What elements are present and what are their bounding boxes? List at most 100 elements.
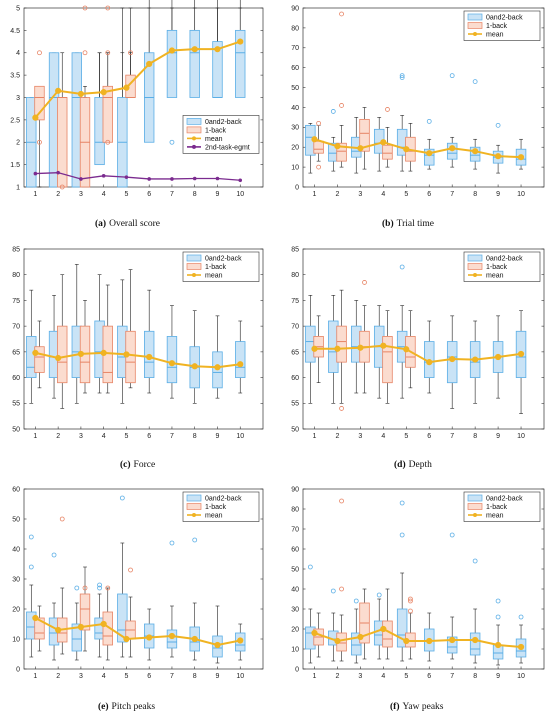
outlier-0and2-back (376, 592, 382, 598)
x-tick-label: 2 (335, 673, 339, 680)
panel-caption: (f) Yaw peaks (390, 701, 444, 712)
mean-point (494, 153, 502, 160)
y-tick-label: 2 (16, 140, 20, 147)
legend-swatch (467, 494, 483, 502)
x-tick-label: 3 (358, 673, 362, 680)
y-tick-label: 30 (291, 125, 299, 132)
mean-point (146, 634, 153, 641)
x-tick-label: 8 (473, 433, 477, 440)
outlier-1-back (408, 608, 413, 614)
y-tick-label: 3.5 (10, 73, 20, 80)
legend-label: 1-back (205, 264, 227, 271)
legend-swatch (467, 22, 483, 29)
legend-swatch (186, 503, 202, 510)
x-tick-label: 3 (79, 191, 83, 198)
box-body (34, 346, 45, 373)
outlier-0and2-back (74, 585, 80, 591)
chart-panel-5: 0 10 20 30 40 50 60 1 2 3 4 5 6 7 8 9 10 0and2-back 1-back… (12, 486, 264, 712)
x-tick-label: 7 (450, 673, 454, 680)
y-tick-label: 50 (291, 85, 299, 92)
outlier-0and2-back (51, 552, 57, 558)
legend-swatch (186, 263, 202, 270)
box-1-back (34, 85, 45, 188)
outlier-0and2-back (495, 122, 501, 128)
box-0and2-back (144, 289, 155, 394)
outlier-1-back (37, 50, 42, 56)
outlier-1-back (316, 164, 322, 170)
outlier-0and2-back (495, 598, 501, 604)
box-0and2-back (189, 0, 200, 98)
mean-point (517, 350, 525, 358)
box-1-back (34, 320, 45, 389)
box-1-back (336, 125, 347, 168)
box-body (71, 623, 82, 652)
mean-point (146, 353, 153, 361)
mean-point (168, 632, 176, 640)
y-tick-label: 80 (291, 272, 299, 279)
mean-point (77, 350, 85, 358)
x-tick-label: 3 (358, 191, 362, 198)
y-tick-label: 55 (12, 401, 20, 408)
mean-point (517, 154, 525, 161)
mean-point (334, 637, 341, 645)
x-tick-label: 10 (236, 433, 244, 440)
x-tick-label: 2 (56, 433, 60, 440)
box-body (34, 85, 45, 121)
y-tick-label: 70 (291, 526, 299, 533)
y-tick-label: 60 (291, 65, 299, 72)
outlier-0and2-back (518, 614, 524, 620)
x-tick-label: 6 (147, 191, 151, 198)
mean-point (426, 359, 433, 366)
mean-point (472, 148, 479, 155)
box-body (166, 29, 178, 98)
legend-label: 0and2-back (205, 495, 242, 502)
caption-text: Overall score (109, 219, 160, 229)
mean-point (380, 342, 387, 349)
legend-label: 1-back (205, 504, 227, 511)
y-tick-label: 90 (291, 5, 299, 12)
outlier-0and2-back (119, 495, 125, 501)
legend-swatch (467, 254, 483, 262)
legend-label: 0and2-back (205, 119, 242, 126)
box-body (57, 325, 68, 384)
y-tick-label: 65 (12, 349, 20, 356)
second-task-point (215, 176, 220, 181)
outlier-1-back (82, 5, 88, 11)
caption-text: Trial time (397, 219, 434, 229)
outlier-1-back (105, 585, 111, 591)
x-tick-label: 6 (147, 673, 151, 680)
box-0and2-back (189, 602, 200, 661)
y-tick-label: 40 (291, 105, 299, 112)
outlier-0and2-back (399, 264, 405, 270)
outlier-0and2-back (28, 534, 34, 540)
box-body (235, 341, 246, 378)
plot-area-frame (302, 7, 545, 188)
mean-point (357, 145, 364, 152)
box-0and2-back (94, 593, 105, 658)
mean-line (34, 617, 241, 647)
outlier-1-back (105, 5, 111, 11)
box-1-back (79, 86, 91, 188)
box-0and2-back (94, 52, 105, 166)
box-body (351, 632, 362, 656)
outlier-0and2-back (495, 614, 501, 620)
outlier-1-back (339, 498, 344, 504)
second-task-point (238, 178, 243, 183)
outlier-0and2-back (449, 532, 455, 538)
y-tick-label: 80 (291, 506, 299, 513)
outlier-0and2-back (449, 73, 455, 79)
outlier-1-back (37, 139, 42, 145)
caption-text: Force (134, 460, 156, 470)
mean-point (426, 150, 433, 157)
mean-point (311, 136, 318, 143)
box-body (424, 148, 435, 166)
x-tick-label: 3 (79, 433, 83, 440)
outlier-0and2-back (426, 118, 432, 124)
mean-point (191, 46, 198, 53)
box-body (336, 325, 347, 363)
outlier-0and2-back (169, 139, 175, 145)
y-tick-label: 30 (12, 576, 20, 583)
